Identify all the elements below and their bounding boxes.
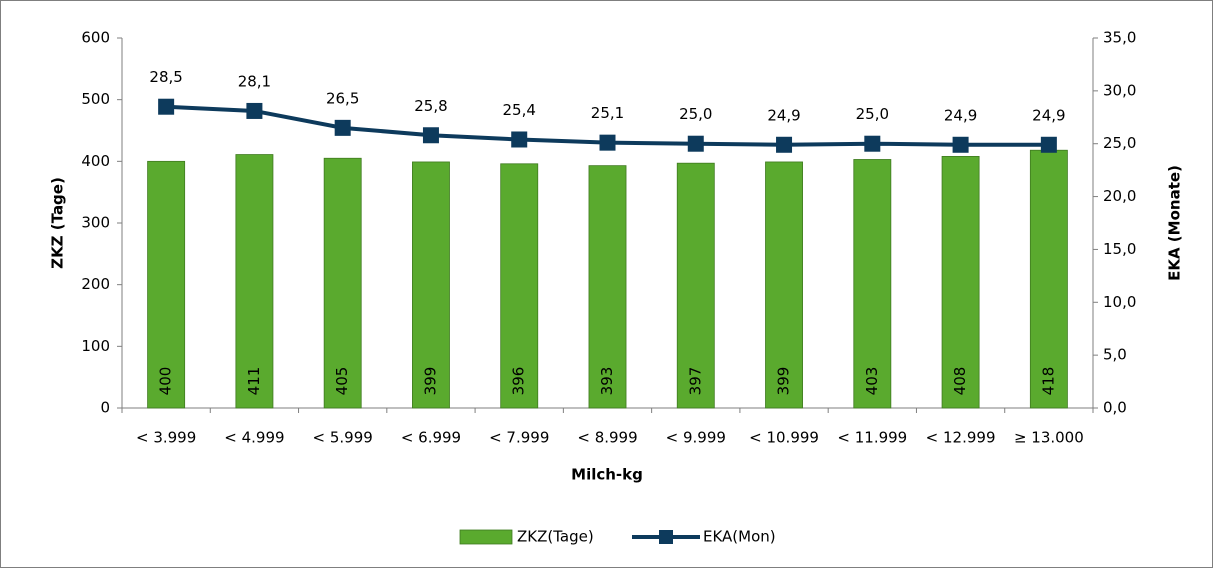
bar xyxy=(500,163,539,409)
x-tick-label: < 7.999 xyxy=(489,429,549,447)
y-tick-label: 600 xyxy=(81,29,110,47)
bar-value-label: 393 xyxy=(598,367,616,396)
x-tick-label: < 3.999 xyxy=(136,429,196,447)
line-value-label: 26,5 xyxy=(326,89,359,107)
line-marker xyxy=(334,119,351,136)
line-value-label: 24,9 xyxy=(767,106,800,124)
bar-value-label: 408 xyxy=(951,367,969,396)
bar-value-label: 403 xyxy=(863,367,881,396)
line-value-label: 25,8 xyxy=(414,97,447,115)
y2-tick-label: 35,0 xyxy=(1103,29,1136,47)
bar xyxy=(147,160,186,409)
bar-value-label: 418 xyxy=(1039,367,1057,396)
line-marker xyxy=(952,136,969,153)
y-tick-label: 400 xyxy=(81,152,110,170)
y-tick-label: 200 xyxy=(81,275,110,293)
bar-value-label: 399 xyxy=(421,367,439,396)
legend-label: ZKZ(Tage) xyxy=(517,528,594,546)
line-value-label: 24,9 xyxy=(944,106,977,124)
x-tick-label: < 9.999 xyxy=(666,429,726,447)
bar-value-label: 396 xyxy=(510,367,528,396)
bar-value-label: 400 xyxy=(157,367,175,396)
bar xyxy=(588,165,627,409)
bar xyxy=(765,161,803,409)
y2-tick-label: 15,0 xyxy=(1103,240,1136,258)
line-marker xyxy=(599,134,616,151)
y-tick-label: 500 xyxy=(81,90,110,108)
line-marker xyxy=(158,98,175,115)
y2-tick-label: 0,0 xyxy=(1103,399,1127,417)
line-marker xyxy=(1040,136,1057,153)
bar xyxy=(676,162,715,409)
bar xyxy=(235,154,274,409)
y-tick-label: 300 xyxy=(81,214,110,232)
line-marker xyxy=(246,102,263,119)
line-value-label: 25,1 xyxy=(591,104,624,122)
line-value-label: 28,5 xyxy=(149,68,182,86)
line-marker xyxy=(511,131,528,148)
x-tick-label: < 12.999 xyxy=(926,429,996,447)
bar xyxy=(323,157,362,409)
line-marker xyxy=(687,135,704,152)
legend-swatch xyxy=(459,529,513,545)
x-tick-label: < 6.999 xyxy=(401,429,461,447)
x-tick-label: < 8.999 xyxy=(577,429,637,447)
line-value-label: 25,0 xyxy=(856,105,889,123)
x-tick-label: ≥ 13.000 xyxy=(1014,429,1084,447)
x-tick-label: < 11.999 xyxy=(837,429,907,447)
x-tick-label: < 4.999 xyxy=(224,429,284,447)
y2-tick-label: 10,0 xyxy=(1103,293,1136,311)
x-tick-label: < 5.999 xyxy=(313,429,373,447)
bar-value-label: 411 xyxy=(245,367,263,396)
y2-axis-title: EKA (Monate) xyxy=(1166,165,1184,281)
y2-tick-label: 30,0 xyxy=(1103,81,1136,99)
legend-label: EKA(Mon) xyxy=(703,528,776,546)
line-value-label: 28,1 xyxy=(238,72,271,90)
x-tick-label: < 10.999 xyxy=(749,429,819,447)
line-value-label: 25,4 xyxy=(503,101,536,119)
line-value-label: 24,9 xyxy=(1032,106,1065,124)
line-value-label: 25,0 xyxy=(679,105,712,123)
x-axis-title: Milch-kg xyxy=(571,466,643,484)
y2-tick-label: 25,0 xyxy=(1103,134,1136,152)
y-tick-label: 0 xyxy=(100,399,110,417)
bar xyxy=(853,159,892,409)
line-marker xyxy=(422,127,439,144)
bar xyxy=(1029,149,1068,409)
bar xyxy=(412,161,450,409)
y2-tick-label: 5,0 xyxy=(1103,346,1127,364)
bar xyxy=(941,155,980,409)
legend-marker xyxy=(659,530,673,544)
line-marker xyxy=(864,135,881,152)
y-axis-title: ZKZ (Tage) xyxy=(49,177,67,269)
bar-value-label: 405 xyxy=(333,367,351,396)
bar-value-label: 397 xyxy=(686,367,704,396)
line-marker xyxy=(776,136,793,153)
bar-value-label: 399 xyxy=(775,367,793,396)
y2-tick-label: 20,0 xyxy=(1103,187,1136,205)
y-tick-label: 100 xyxy=(81,337,110,355)
